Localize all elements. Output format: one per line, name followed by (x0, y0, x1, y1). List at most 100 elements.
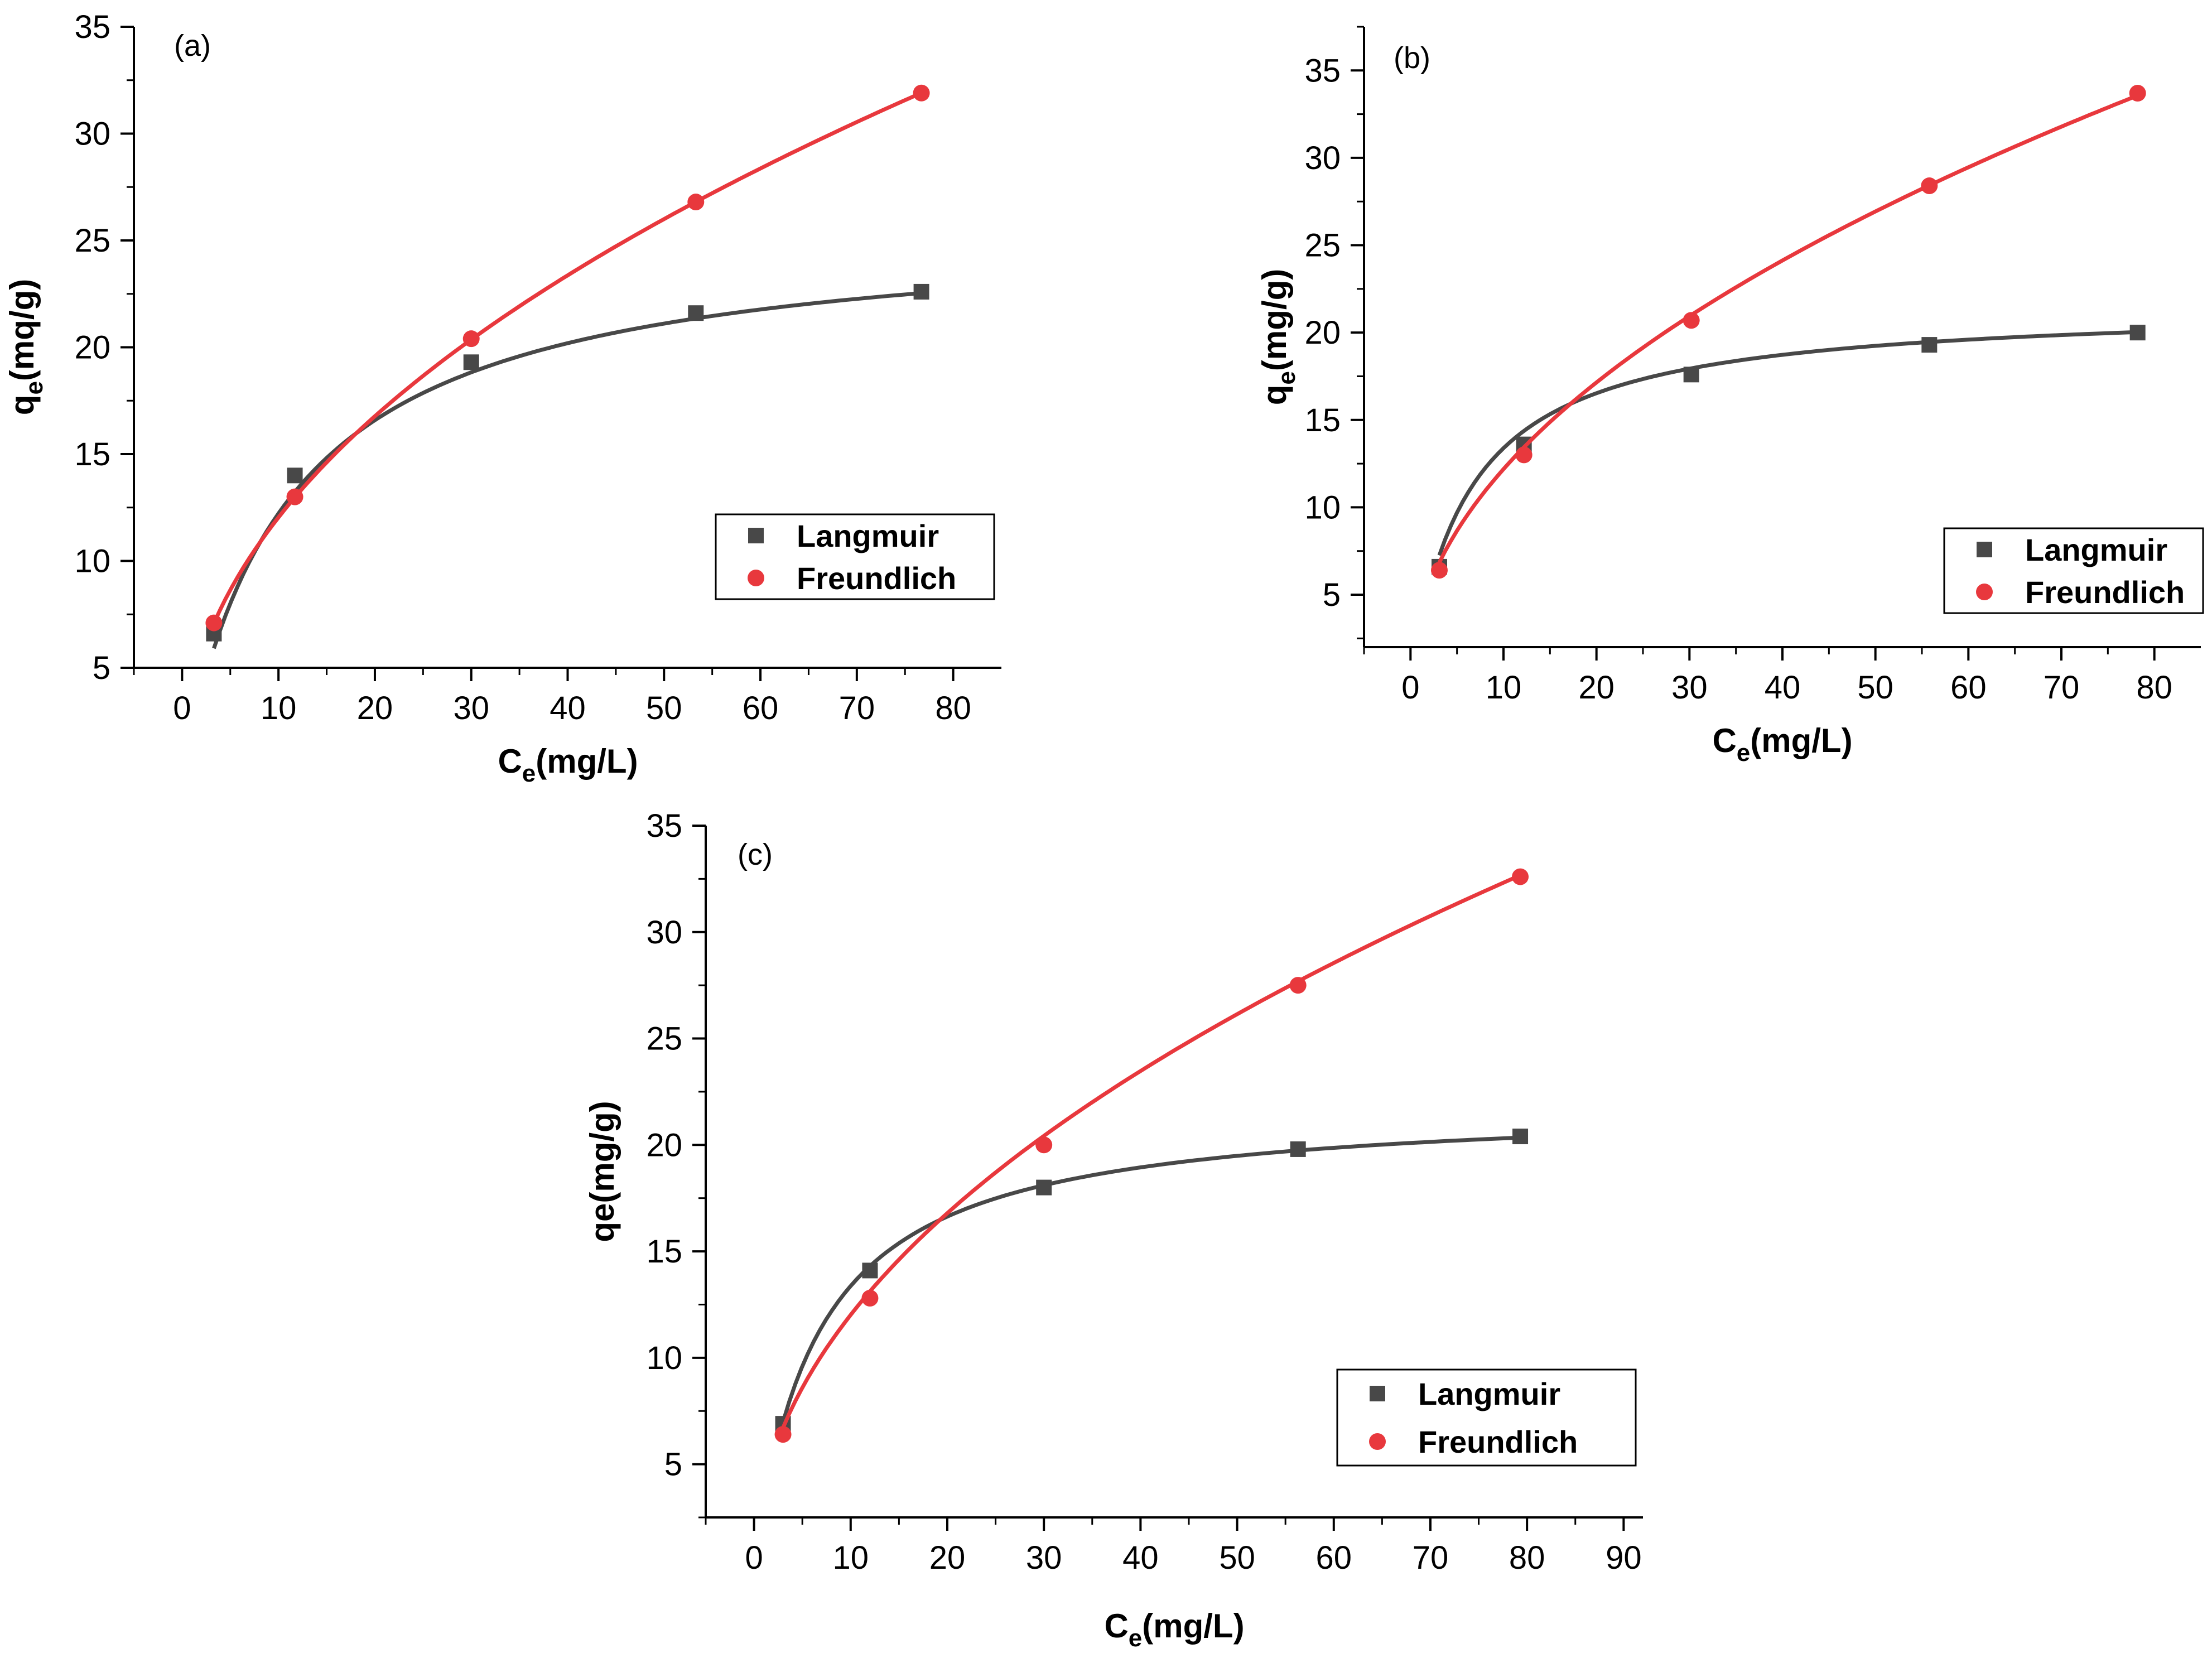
langmuir-point (287, 467, 303, 484)
y-tick-label: 25 (1304, 228, 1341, 264)
freundlich-fit-line (212, 91, 923, 624)
y-tick-label: 30 (1304, 140, 1341, 176)
freundlich-point (1683, 312, 1700, 329)
y-tick-label: 5 (1323, 577, 1341, 613)
y-tick-label: 15 (1304, 402, 1341, 438)
langmuir-point (913, 283, 929, 300)
y-axis-title-main: qe(mg/g) (584, 1101, 621, 1242)
y-tick-label: 15 (646, 1233, 682, 1270)
x-tick-label: 50 (646, 690, 682, 726)
y-tick-label: 20 (74, 330, 110, 366)
y-axis-title-unit: (mg/g) (1256, 269, 1293, 371)
y-axis-title: qe(mg/g) (584, 1101, 621, 1242)
x-tick-label: 20 (929, 1540, 966, 1576)
freundlich-point (286, 488, 303, 505)
freundlich-fit-line (781, 873, 1521, 1429)
x-tick-label: 90 (1606, 1540, 1642, 1576)
y-tick-label: 35 (1304, 52, 1341, 89)
x-axis-title: Ce(mg/L) (1104, 1607, 1244, 1652)
chart-panel-a: 0 10 20 30 40 50 60 70 805101520253035(a)Ce(mg/L… (3, 9, 1001, 787)
legend-langmuir-marker (748, 528, 764, 543)
langmuir-point (1512, 1129, 1529, 1145)
y-tick-label: 15 (74, 436, 110, 473)
x-tick-label: 80 (935, 690, 971, 726)
panel-label: (a) (174, 29, 211, 62)
freundlich-point (1035, 1136, 1053, 1154)
legend-freundlich-label: Freundlich (797, 561, 956, 596)
x-tick-label: 80 (2136, 669, 2172, 706)
x-tick-label: 20 (357, 690, 393, 726)
y-axis-title-main: q (1256, 385, 1293, 406)
x-tick-label: 0 (173, 690, 191, 726)
freundlich-point (774, 1426, 792, 1443)
legend-langmuir-label: Langmuir (1418, 1376, 1560, 1411)
freundlich-point (1512, 868, 1529, 885)
y-tick-label: 30 (646, 914, 682, 951)
x-tick-label: 0 (1401, 669, 1419, 706)
freundlich-point (913, 84, 930, 102)
legend-langmuir-label: Langmuir (2025, 532, 2167, 567)
y-tick-label: 25 (646, 1021, 682, 1057)
x-tick-label: 40 (550, 690, 586, 726)
x-tick-label: 70 (839, 690, 875, 726)
x-axis-title: Ce(mg/L) (1712, 722, 1852, 767)
y-tick-label: 35 (646, 808, 682, 844)
legend-freundlich-label: Freundlich (1418, 1424, 1578, 1459)
panel-label: (b) (1394, 41, 1430, 75)
x-axis-title-unit: (mg/L) (1750, 722, 1852, 759)
y-tick-label: 30 (74, 116, 110, 152)
x-tick-label: 50 (1219, 1540, 1255, 1576)
langmuir-fit-line (1437, 330, 2138, 556)
langmuir-point (1036, 1179, 1052, 1196)
freundlich-point (861, 1290, 879, 1307)
freundlich-fit-line (1437, 93, 2138, 563)
langmuir-point (688, 305, 704, 321)
langmuir-point (1921, 337, 1938, 353)
x-axis-title-unit: (mg/L) (536, 743, 638, 780)
langmuir-fit-line (781, 1135, 1521, 1423)
x-tick-label: 20 (1578, 669, 1615, 706)
y-tick-label: 10 (74, 543, 110, 580)
langmuir-point (463, 354, 479, 370)
langmuir-point (862, 1262, 878, 1279)
y-axis-title: qe(mq/g) (3, 279, 48, 415)
x-axis-title-subscript: e (1129, 1625, 1142, 1652)
panel-label: (c) (738, 838, 773, 871)
x-tick-label: 70 (2044, 669, 2080, 706)
x-axis-title-main: C (498, 743, 522, 780)
langmuir-point (2129, 325, 2146, 341)
freundlich-point (1289, 977, 1307, 994)
langmuir-point (1290, 1141, 1306, 1157)
x-tick-label: 60 (743, 690, 779, 726)
x-tick-label: 40 (1765, 669, 1801, 706)
x-tick-label: 10 (1486, 669, 1522, 706)
freundlich-point (1921, 177, 1938, 195)
x-tick-label: 80 (1509, 1540, 1545, 1576)
y-tick-label: 5 (664, 1447, 682, 1483)
freundlich-point (1515, 446, 1533, 464)
freundlich-point (2129, 85, 2146, 102)
legend-freundlich-marker (748, 570, 764, 586)
y-tick-label: 10 (1304, 489, 1341, 526)
x-tick-label: 70 (1413, 1540, 1449, 1576)
y-axis-title-main: q (3, 395, 41, 416)
freundlich-point (462, 330, 480, 348)
y-tick-label: 20 (646, 1127, 682, 1163)
x-tick-label: 50 (1857, 669, 1893, 706)
langmuir-fit-line (212, 291, 922, 649)
freundlich-point (687, 194, 705, 211)
freundlich-point (205, 614, 223, 632)
legend-freundlich-marker (1369, 1433, 1386, 1450)
legend-langmuir-marker (1977, 542, 1992, 557)
legend-freundlich-label: Freundlich (2025, 575, 2185, 610)
y-tick-label: 25 (74, 223, 110, 259)
x-tick-label: 40 (1122, 1540, 1159, 1576)
x-axis-title-main: C (1712, 722, 1736, 759)
x-tick-label: 60 (1316, 1540, 1352, 1576)
x-axis-title-subscript: e (1737, 739, 1750, 767)
x-tick-label: 30 (1671, 669, 1708, 706)
y-tick-label: 20 (1304, 315, 1341, 351)
x-tick-label: 30 (453, 690, 489, 726)
